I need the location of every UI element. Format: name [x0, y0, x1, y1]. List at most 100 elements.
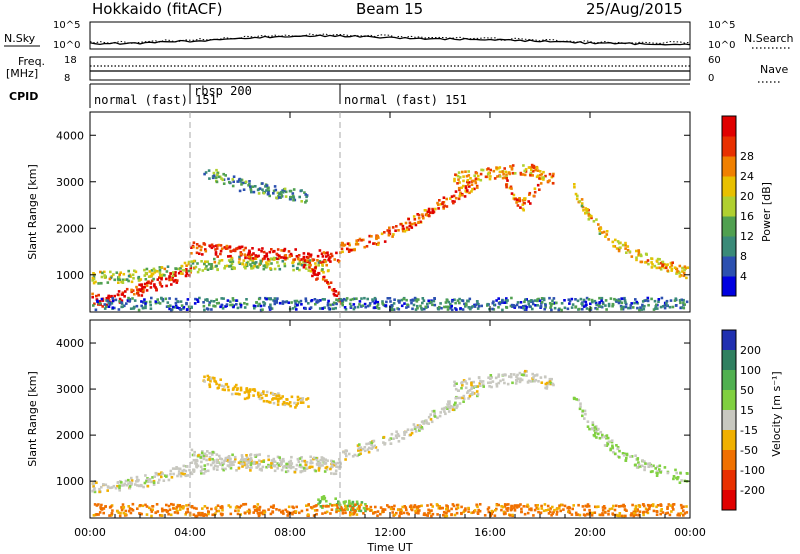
velocity-cell: [155, 503, 159, 506]
power-cell: [290, 254, 293, 257]
velocity-cell: [682, 505, 685, 508]
velocity-cell: [255, 505, 258, 509]
power-cell: [287, 250, 291, 253]
velocity-cell: [633, 508, 637, 511]
power-cell: [322, 260, 325, 264]
power-cell: [179, 270, 182, 274]
power-cell: [635, 256, 638, 259]
velocity-cell: [669, 504, 672, 507]
velocity-cell: [233, 455, 237, 459]
velocity-cell: [108, 514, 111, 517]
velocity-cell: [466, 391, 469, 394]
power-cell: [475, 171, 479, 175]
velocity-cell: [158, 514, 162, 517]
power-cell: [445, 205, 449, 208]
power-cell: [460, 186, 463, 189]
velocity-cell: [251, 388, 255, 391]
power-cell: [253, 264, 256, 268]
power-cell: [249, 185, 252, 188]
power-cell: [250, 267, 253, 270]
power-cell: [519, 301, 523, 304]
power-cell: [240, 178, 243, 182]
velocity-cell: [325, 499, 328, 503]
velocity-cell: [347, 504, 350, 508]
power-cell: [137, 276, 140, 280]
velocity-cell: [270, 466, 273, 469]
power-cell: [627, 306, 630, 310]
power-cell: [342, 297, 346, 301]
power-cell: [510, 192, 514, 195]
velocity-cell: [476, 505, 479, 509]
power-cell: [235, 303, 238, 306]
velocity-colorbar-tick: -50: [740, 444, 758, 457]
velocity-cell: [100, 507, 104, 510]
power-cell: [391, 226, 395, 229]
power-cell: [265, 261, 268, 264]
power-cell: [464, 302, 468, 305]
velocity-cell: [160, 475, 163, 479]
velocity-cell: [611, 444, 614, 448]
power-cell: [581, 307, 584, 311]
power-cell: [557, 308, 560, 312]
velocity-cell: [127, 505, 130, 508]
velocity-colorbar-cell: [722, 350, 736, 371]
power-cell: [671, 261, 674, 264]
power-cell: [267, 189, 271, 192]
power-cell: [525, 298, 528, 301]
velocity-cell: [181, 472, 185, 476]
velocity-ytick-label: 2000: [56, 429, 84, 442]
velocity-cell: [176, 511, 180, 515]
velocity-cell: [308, 466, 311, 469]
velocity-cell: [175, 507, 178, 511]
power-cell: [212, 304, 215, 308]
velocity-cell: [316, 463, 320, 467]
velocity-cell: [300, 456, 303, 459]
power-cell: [498, 175, 502, 178]
velocity-cell: [320, 497, 324, 501]
velocity-colorbar-cell: [722, 470, 736, 491]
velocity-cell: [409, 433, 412, 437]
power-cell: [240, 183, 243, 186]
power-cell: [617, 298, 621, 301]
power-cell: [185, 308, 189, 311]
power-ytick-label: 3000: [56, 176, 84, 189]
velocity-cell: [658, 468, 661, 471]
power-cell: [335, 298, 338, 301]
power-cell: [251, 260, 255, 263]
velocity-cell: [285, 466, 288, 469]
power-cell: [540, 297, 544, 300]
velocity-cell: [305, 467, 309, 470]
power-cell: [262, 264, 266, 268]
noise-search-series: [89, 33, 691, 45]
velocity-cell: [277, 392, 280, 395]
freq-label: Freq.: [18, 55, 45, 68]
velocity-cell: [630, 512, 633, 515]
power-cell: [617, 299, 621, 303]
velocity-cell: [233, 385, 237, 389]
power-cell: [224, 264, 227, 268]
velocity-cell: [124, 479, 128, 483]
velocity-cell: [656, 472, 659, 475]
power-cell: [488, 177, 492, 181]
power-cell: [279, 192, 283, 195]
velocity-cell: [354, 509, 357, 513]
power-cell: [436, 201, 439, 205]
velocity-cell: [118, 489, 121, 492]
power-cell: [100, 282, 103, 285]
power-cell: [335, 294, 339, 297]
power-cell: [262, 304, 266, 307]
power-cell: [294, 248, 297, 251]
velocity-cell: [271, 511, 275, 514]
power-cell: [685, 276, 688, 280]
power-cell: [200, 245, 203, 249]
velocity-cell: [505, 507, 508, 510]
power-cell: [333, 294, 336, 297]
power-cell: [339, 302, 343, 305]
power-cell: [522, 306, 525, 310]
power-cell: [624, 244, 627, 247]
power-cell: [335, 302, 338, 306]
velocity-cell: [475, 390, 479, 393]
velocity-cell: [453, 380, 456, 384]
velocity-cell: [287, 460, 291, 464]
power-cell: [593, 299, 597, 303]
